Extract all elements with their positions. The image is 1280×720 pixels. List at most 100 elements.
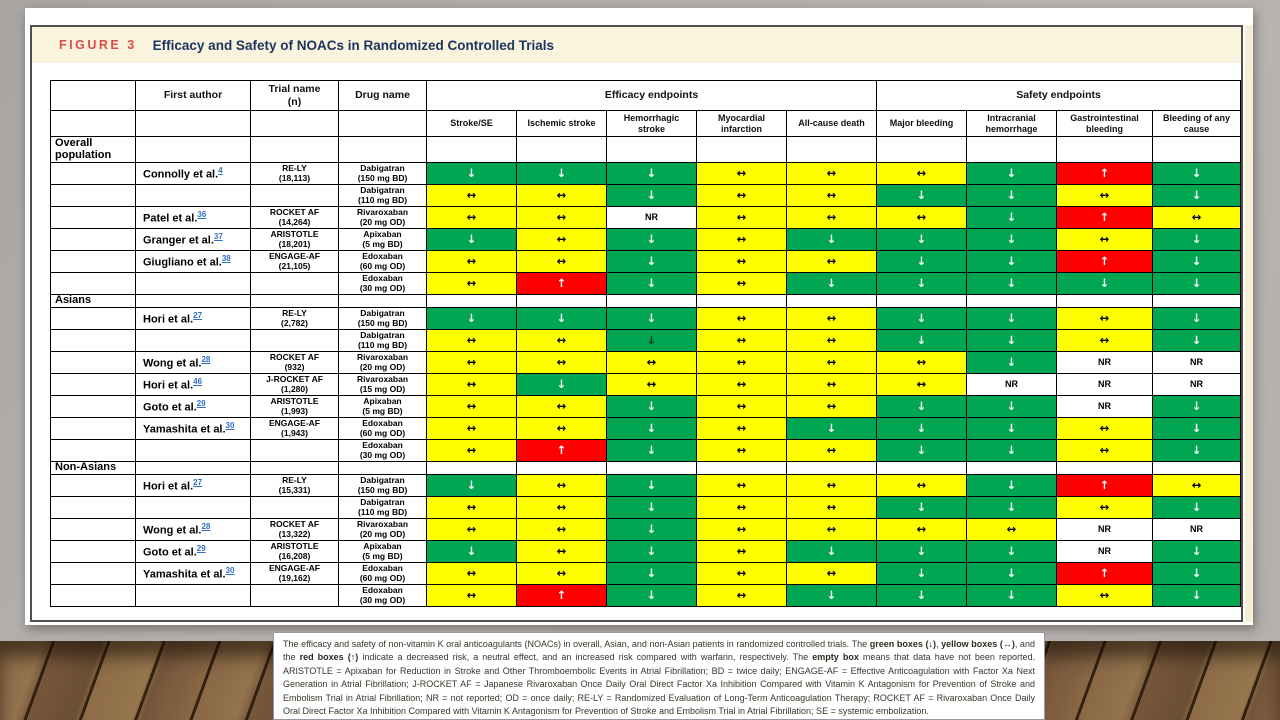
citation-link[interactable]: 27 [193,311,203,321]
first-author-cell: Hori et al.27 [135,474,251,497]
col-header-first-author: First author [135,80,251,111]
citation-link[interactable]: 30 [225,566,235,576]
risk-cell-neutral: ↔ [786,562,877,585]
caption-bold-segment: red boxes (↑) [299,652,359,663]
section-empty-cell [966,294,1057,308]
first-author-cell: Yamashita et al.30 [135,417,251,440]
risk-cell-down: ↓ [786,417,877,440]
risk-cell-neutral: ↔ [1151,474,1242,497]
caption-segment: The efficacy and safety of non-vitamin K… [283,639,870,649]
risk-cell-neutral: ↔ [696,496,787,519]
citation-link[interactable]: 28 [201,522,211,532]
risk-cell-neutral: ↔ [696,562,787,585]
risk-cell-neutral: ↔ [1056,329,1153,352]
first-author-cell: Hori et al.27 [135,307,251,330]
trial-name-cell [250,496,339,519]
risk-cell-down: ↓ [966,184,1057,207]
first-author-cell [135,329,251,352]
trial-name-cell: RE-LY (2,782) [250,307,339,330]
section-empty-cell [338,461,427,475]
risk-cell-neutral: ↔ [606,373,697,396]
risk-cell-neutral: ↔ [1151,206,1242,229]
citation-link[interactable]: 46 [193,377,203,387]
risk-cell-neutral: ↔ [876,351,967,374]
first-author-cell [135,496,251,519]
risk-cell-neutral: ↔ [696,162,787,185]
risk-cell-down: ↓ [786,228,877,251]
trial-name-cell: RE-LY (18,113) [250,162,339,185]
risk-cell-down: ↓ [1151,329,1242,352]
section-empty-cell [876,136,967,163]
risk-cell-nr: NR [1056,518,1153,541]
risk-cell-neutral: ↔ [786,162,877,185]
trial-name-cell: ARISTOTLE (1,993) [250,395,339,418]
risk-cell-down: ↓ [966,417,1057,440]
risk-cell-down: ↓ [876,562,967,585]
caption-bold-segment: yellow boxes (↔) [941,639,1015,649]
col-header-safety-2: Gastrointestinal bleeding [1056,110,1153,137]
risk-cell-down: ↓ [966,206,1057,229]
risk-cell-neutral: ↔ [696,395,787,418]
citation-link[interactable]: 38 [221,254,231,264]
col-header-efficacy-0: Stroke/SE [426,110,517,137]
trial-name-cell: ROCKET AF (932) [250,351,339,374]
drug-name-cell: Rivaroxaban (20 mg OD) [338,206,427,229]
risk-cell-up: ↑ [516,272,607,295]
citation-link[interactable]: 27 [193,478,203,488]
drug-name-cell: Apixaban (5 mg BD) [338,540,427,563]
row-lead-cell [50,329,136,352]
row-lead-cell [50,518,136,541]
section-empty-cell [426,461,517,475]
risk-cell-down: ↓ [876,250,967,273]
trial-name-cell [250,184,339,207]
risk-cell-up: ↑ [1056,162,1153,185]
risk-cell-neutral: ↔ [696,518,787,541]
citation-link[interactable]: 29 [196,544,206,554]
section-empty-cell [1056,461,1153,475]
risk-cell-down: ↓ [606,184,697,207]
risk-cell-up: ↑ [1056,474,1153,497]
risk-cell-neutral: ↔ [1056,584,1153,607]
caption-bold-segment: green boxes (↓) [869,639,936,649]
first-author-cell [135,439,251,462]
section-empty-cell [696,136,787,163]
risk-cell-neutral: ↔ [876,162,967,185]
first-author-cell: Hori et al.46 [135,373,251,396]
group-header-safety-endpoints: Safety endpoints [875,80,1242,111]
risk-cell-down: ↓ [966,272,1057,295]
citation-link[interactable]: 37 [213,232,223,242]
trial-name-cell: ROCKET AF (14,264) [250,206,339,229]
section-label-0: Overall population [50,136,136,163]
col-header-efficacy-1: Ischemic stroke [516,110,607,137]
drug-name-cell: Rivaroxaban (20 mg OD) [338,518,427,541]
col-header-safety-0: Major bleeding [876,110,967,137]
risk-cell-down: ↓ [606,439,697,462]
risk-cell-neutral: ↔ [426,373,517,396]
citation-link[interactable]: 28 [201,355,211,365]
risk-cell-neutral: ↔ [876,206,967,229]
col-header-efficacy-2: Hemorrhagic stroke [606,110,697,137]
section-empty-cell [338,136,427,163]
citation-link[interactable]: 29 [196,399,206,409]
risk-cell-nr: NR [1056,351,1153,374]
trial-name-cell: ARISTOTLE (16,208) [250,540,339,563]
first-author-cell [135,584,251,607]
risk-cell-nr: NR [1151,351,1242,374]
risk-cell-down: ↓ [1151,395,1242,418]
trial-name-cell: ENGAGE-AF (19,162) [250,562,339,585]
citation-link[interactable]: 30 [225,421,235,431]
risk-cell-down: ↓ [876,496,967,519]
row-lead-cell [50,250,136,273]
citation-link[interactable]: 4 [218,166,223,176]
risk-cell-up: ↑ [1056,206,1153,229]
risk-cell-down: ↓ [1151,540,1242,563]
risk-cell-neutral: ↔ [696,228,787,251]
citation-link[interactable]: 36 [197,210,207,220]
section-empty-cell [786,136,877,163]
risk-cell-neutral: ↔ [426,329,517,352]
section-empty-cell [966,461,1057,475]
row-lead-cell [50,373,136,396]
noac-risk-table: First author Trial name (n) Drug name Effica… [50,80,1242,607]
risk-cell-down: ↓ [786,584,877,607]
